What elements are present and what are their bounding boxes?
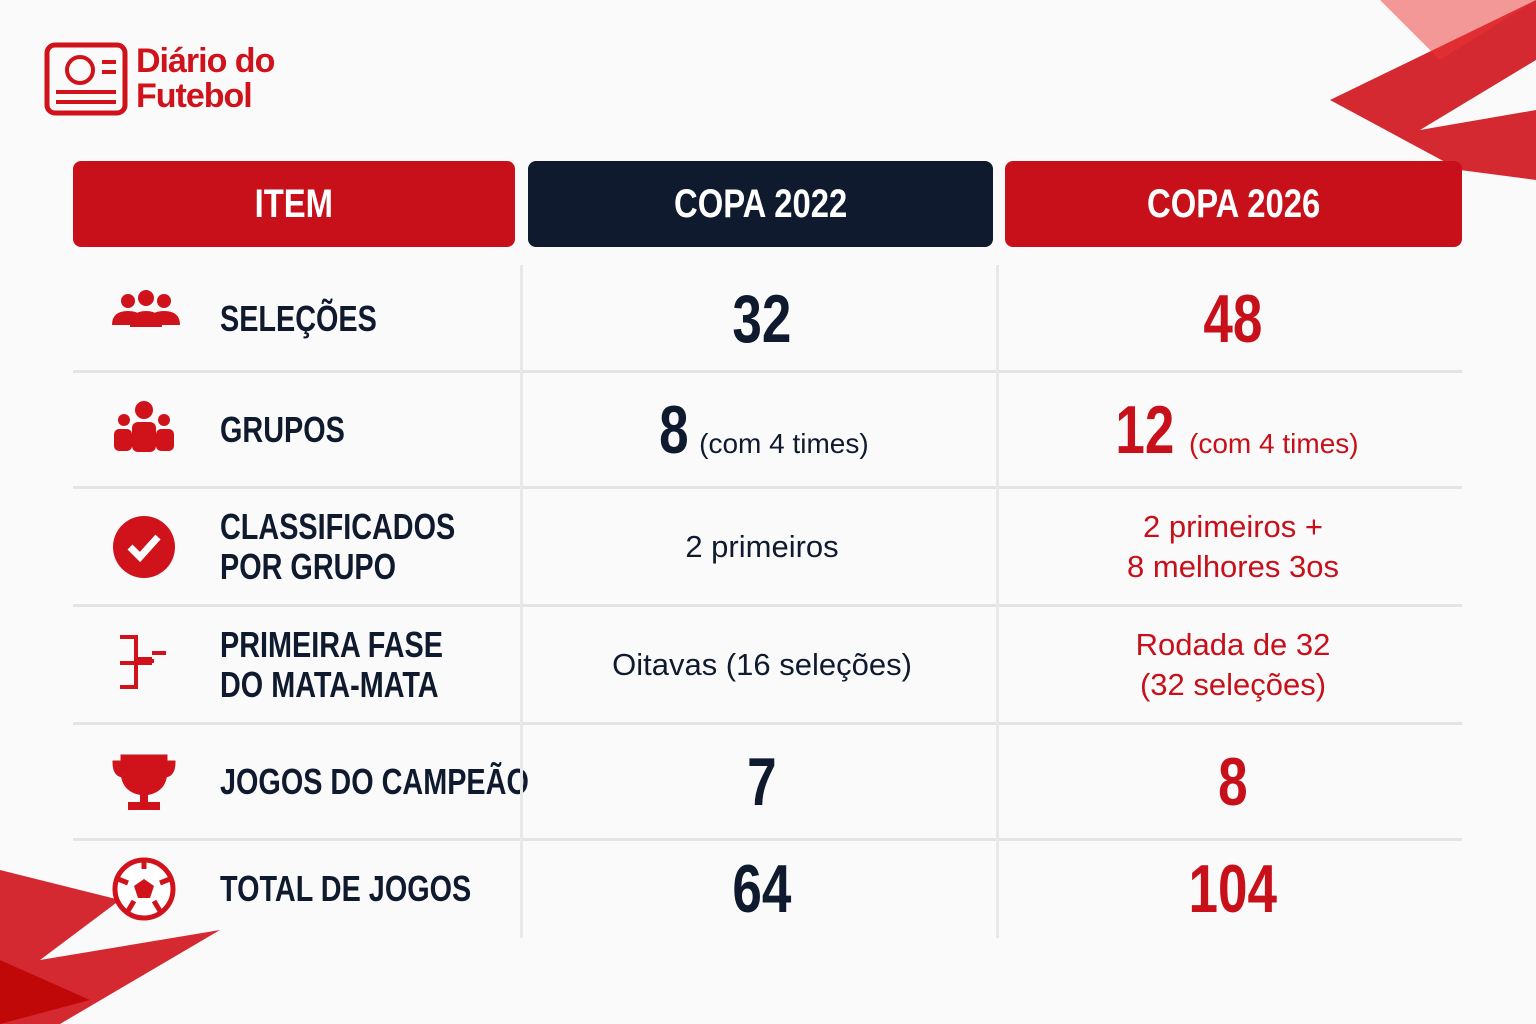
row-icon [112,289,180,327]
column-divider [996,265,999,938]
value-number: 48 [1203,280,1263,357]
item-cell: SELEÇÕES [220,265,520,372]
brand: Diário do Futebol [136,42,275,115]
value-note: (com 4 times) [1189,428,1359,459]
header-text: COPA 2026 [1146,181,1321,226]
value-text: Rodada de 32 [1135,627,1331,662]
value-text: 8 melhores 3os [1127,549,1339,584]
value-line: 32 [724,280,800,358]
value-line: 8 [1214,743,1252,821]
value-line: 64 [724,850,800,928]
value-number: 104 [1188,851,1278,927]
value-number: 8 [1218,744,1248,820]
row-icon [120,635,166,689]
value-text: 2 primeiros [685,529,839,564]
value-number: 32 [732,280,792,357]
brand-line: Futebol [136,77,253,115]
row-icon [112,857,176,921]
value-cell: 64 [524,840,1000,938]
value-number: 12 [1115,392,1175,468]
row-divider [73,722,1462,725]
value-note: (com 4 times) [699,428,869,459]
item-cell: TOTAL DE JOGOS [220,840,520,938]
value-text: (32 seleções) [1139,667,1327,702]
header-cell: COPA 2022 [528,161,993,247]
value-line: 48 [1195,280,1271,358]
item-label: TOTAL DE JOGOS [220,868,472,909]
row-icon [112,754,176,810]
value-cell: 12 (com 4 times) [1000,372,1466,488]
item-label: SELEÇÕES [220,297,377,339]
item-cell: CLASSIFICADOS POR GRUPO [220,488,520,606]
header-text: COPA 2022 [673,181,848,226]
value-number: 7 [747,744,777,820]
item-label: GRUPOS [220,409,345,450]
value-cell: 2 primeiros [524,488,1000,606]
value-cell: 8 (com 4 times) [524,372,1000,488]
item-cell: JOGOS DO CAMPEÃO [220,724,529,840]
row-divider [73,838,1462,841]
row-divider [73,486,1462,489]
item-label: PRIMEIRA FASE [220,624,443,665]
value-cell: 8 [1000,724,1466,840]
item-cell: GRUPOS [220,372,520,488]
item-label: CLASSIFICADOS [220,506,456,547]
row-icon [114,401,174,452]
value-line: 7 [743,743,781,821]
value-cell: Rodada de 32 (32 seleções) [1000,606,1466,724]
header-cell: ITEM [73,161,515,247]
row-divider [73,370,1462,373]
brand-logo [44,42,128,116]
column-divider [520,265,523,938]
header-cell: COPA 2026 [1005,161,1462,247]
value-cell: 48 [1000,265,1466,372]
brand-line: Diário do [136,42,275,80]
row-divider [73,604,1462,607]
item-label: DO MATA-MATA [220,664,439,705]
item-label: JOGOS DO CAMPEÃO [220,761,529,802]
value-line: 8 (com 4 times) [655,391,868,469]
value-text: 2 primeiros + [1142,509,1324,544]
value-text: Oitavas (16 seleções) [612,647,912,682]
item-cell: PRIMEIRA FASE DO MATA-MATA [220,606,520,724]
value-cell: 7 [524,724,1000,840]
value-line: 12 (com 4 times) [1107,391,1359,469]
value-cell: Oitavas (16 seleções) [524,606,1000,724]
row-icon [113,516,175,578]
header-text: ITEM [254,181,334,226]
value-cell: 2 primeiros + 8 melhores 3os [1000,488,1466,606]
value-number: 64 [732,851,792,927]
value-line: 104 [1176,850,1289,928]
item-label: POR GRUPO [220,546,397,587]
value-cell: 32 [524,265,1000,372]
value-cell: 104 [1000,840,1466,938]
value-number: 8 [659,392,689,468]
